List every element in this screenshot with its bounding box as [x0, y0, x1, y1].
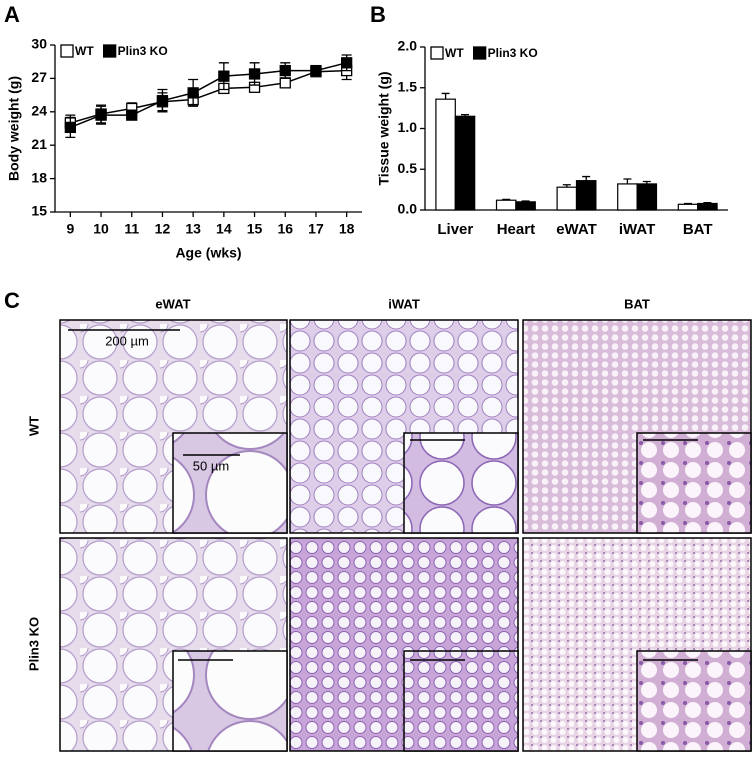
- x-tick-label: 14: [216, 221, 232, 237]
- x-axis-label: Age (wks): [175, 245, 241, 261]
- marker: [340, 57, 353, 69]
- y-tick-label: 27: [31, 69, 47, 85]
- x-tick-label: Heart: [497, 221, 535, 238]
- x-tick-label: 9: [66, 221, 74, 237]
- panel-label: B: [370, 2, 386, 27]
- legend-swatch: [60, 44, 74, 58]
- column-label: iWAT: [388, 296, 420, 311]
- panel-label: C: [4, 288, 20, 313]
- marker: [156, 95, 169, 107]
- legend-swatch: [430, 46, 444, 60]
- inset: [636, 650, 752, 752]
- bar: [636, 183, 658, 211]
- series-line: [70, 62, 347, 129]
- bar: [435, 98, 456, 211]
- scale-label: 50 µm: [193, 458, 229, 473]
- x-tick-label: 16: [277, 221, 293, 237]
- y-tick-label: 15: [31, 203, 47, 219]
- marker: [64, 121, 76, 134]
- x-tick-label: 15: [247, 221, 263, 237]
- micrographs: [59, 319, 752, 752]
- marker: [95, 109, 107, 121]
- y-tick-label: 18: [31, 169, 47, 185]
- legend-swatch: [473, 46, 487, 60]
- bar: [556, 186, 578, 211]
- y-tick-label: 1.0: [398, 119, 418, 135]
- legend-label: WT: [75, 44, 94, 58]
- y-tick-label: 0.0: [398, 201, 418, 217]
- bar: [697, 202, 718, 211]
- error-bar: [441, 92, 450, 100]
- series-line: [70, 69, 347, 124]
- inset: [403, 432, 519, 534]
- bar: [495, 199, 517, 211]
- inset: [403, 650, 519, 752]
- legend-label: WT: [445, 46, 464, 60]
- inset: [636, 432, 752, 534]
- x-tick-label: 18: [339, 221, 355, 237]
- scale-bars: [68, 329, 698, 661]
- bar: [617, 183, 638, 211]
- x-tick-label: BAT: [683, 221, 713, 238]
- x-tick-label: 13: [185, 221, 201, 237]
- error-bar: [623, 178, 632, 184]
- inset: [172, 432, 288, 534]
- row-label: WT: [26, 416, 41, 436]
- marker: [279, 64, 291, 77]
- bar: [677, 203, 699, 211]
- marker: [310, 64, 322, 77]
- x-tick-label: iWAT: [619, 221, 655, 238]
- x-tick-label: 17: [308, 221, 324, 237]
- column-label: eWAT: [155, 296, 190, 311]
- marker: [187, 87, 199, 99]
- column-label: BAT: [624, 296, 650, 311]
- y-tick-label: 24: [31, 103, 47, 119]
- bar: [515, 201, 536, 211]
- x-tick-label: 10: [93, 221, 109, 237]
- x-tick-label: Liver: [437, 221, 473, 238]
- x-tick-label: 12: [155, 221, 171, 237]
- legend-label: Plin3 KO: [118, 44, 168, 58]
- error-bar: [582, 175, 591, 181]
- inset: [172, 650, 288, 752]
- marker: [248, 68, 261, 80]
- legend-label: Plin3 KO: [488, 46, 538, 60]
- y-tick-label: 21: [31, 136, 47, 152]
- panel-label: A: [4, 2, 20, 27]
- marker: [126, 109, 138, 121]
- y-tick-label: 1.5: [398, 78, 418, 94]
- marker: [218, 70, 230, 82]
- y-axis-label: Body weight (g): [6, 76, 22, 181]
- y-tick-label: 30: [31, 36, 47, 52]
- scale-label: 200 µm: [105, 333, 149, 348]
- marker: [279, 77, 291, 89]
- legend-swatch: [103, 44, 117, 58]
- y-tick-label: 0.5: [398, 160, 418, 176]
- bar: [575, 180, 597, 211]
- x-tick-label: eWAT: [556, 221, 597, 238]
- row-label: Plin3 KO: [26, 617, 41, 671]
- x-tick-label: 11: [124, 221, 139, 237]
- bar: [454, 115, 476, 211]
- y-tick-label: 2.0: [398, 38, 418, 54]
- y-axis-label: Tissue weight (g): [376, 71, 392, 185]
